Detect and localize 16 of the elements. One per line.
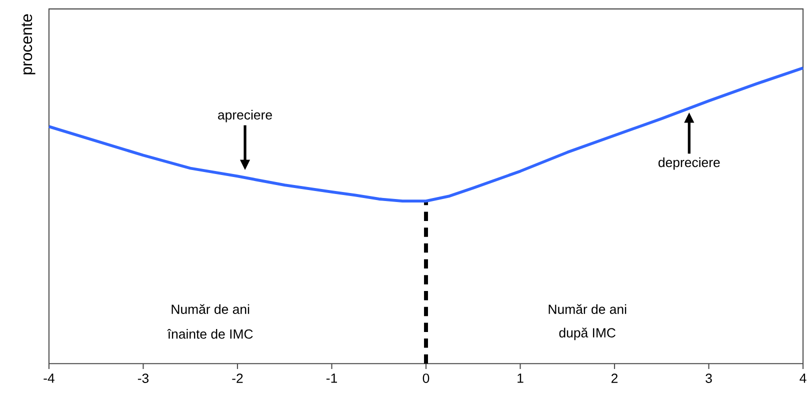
annotation: Număr de ani	[548, 304, 626, 314]
annotation: depreciere	[658, 157, 720, 170]
x-tick-label: 2	[612, 373, 618, 383]
x-tick-label: -2	[232, 373, 243, 383]
x-tick-label: -4	[44, 373, 54, 383]
annotation: înainte de IMC	[167, 328, 253, 339]
x-tick-label: 0	[422, 373, 430, 383]
x-tick-label: 4	[800, 373, 806, 383]
annotation: apreciere	[218, 110, 272, 122]
annotation: Număr de ani	[172, 304, 250, 314]
x-tick-label: 3	[706, 373, 712, 383]
x-tick-label: 1	[518, 373, 524, 383]
x-tick-label: -1	[326, 373, 337, 383]
x-tick-label: -3	[138, 373, 149, 383]
annotation: după IMC	[559, 327, 616, 340]
y-axis-title: procente	[22, 14, 36, 74]
